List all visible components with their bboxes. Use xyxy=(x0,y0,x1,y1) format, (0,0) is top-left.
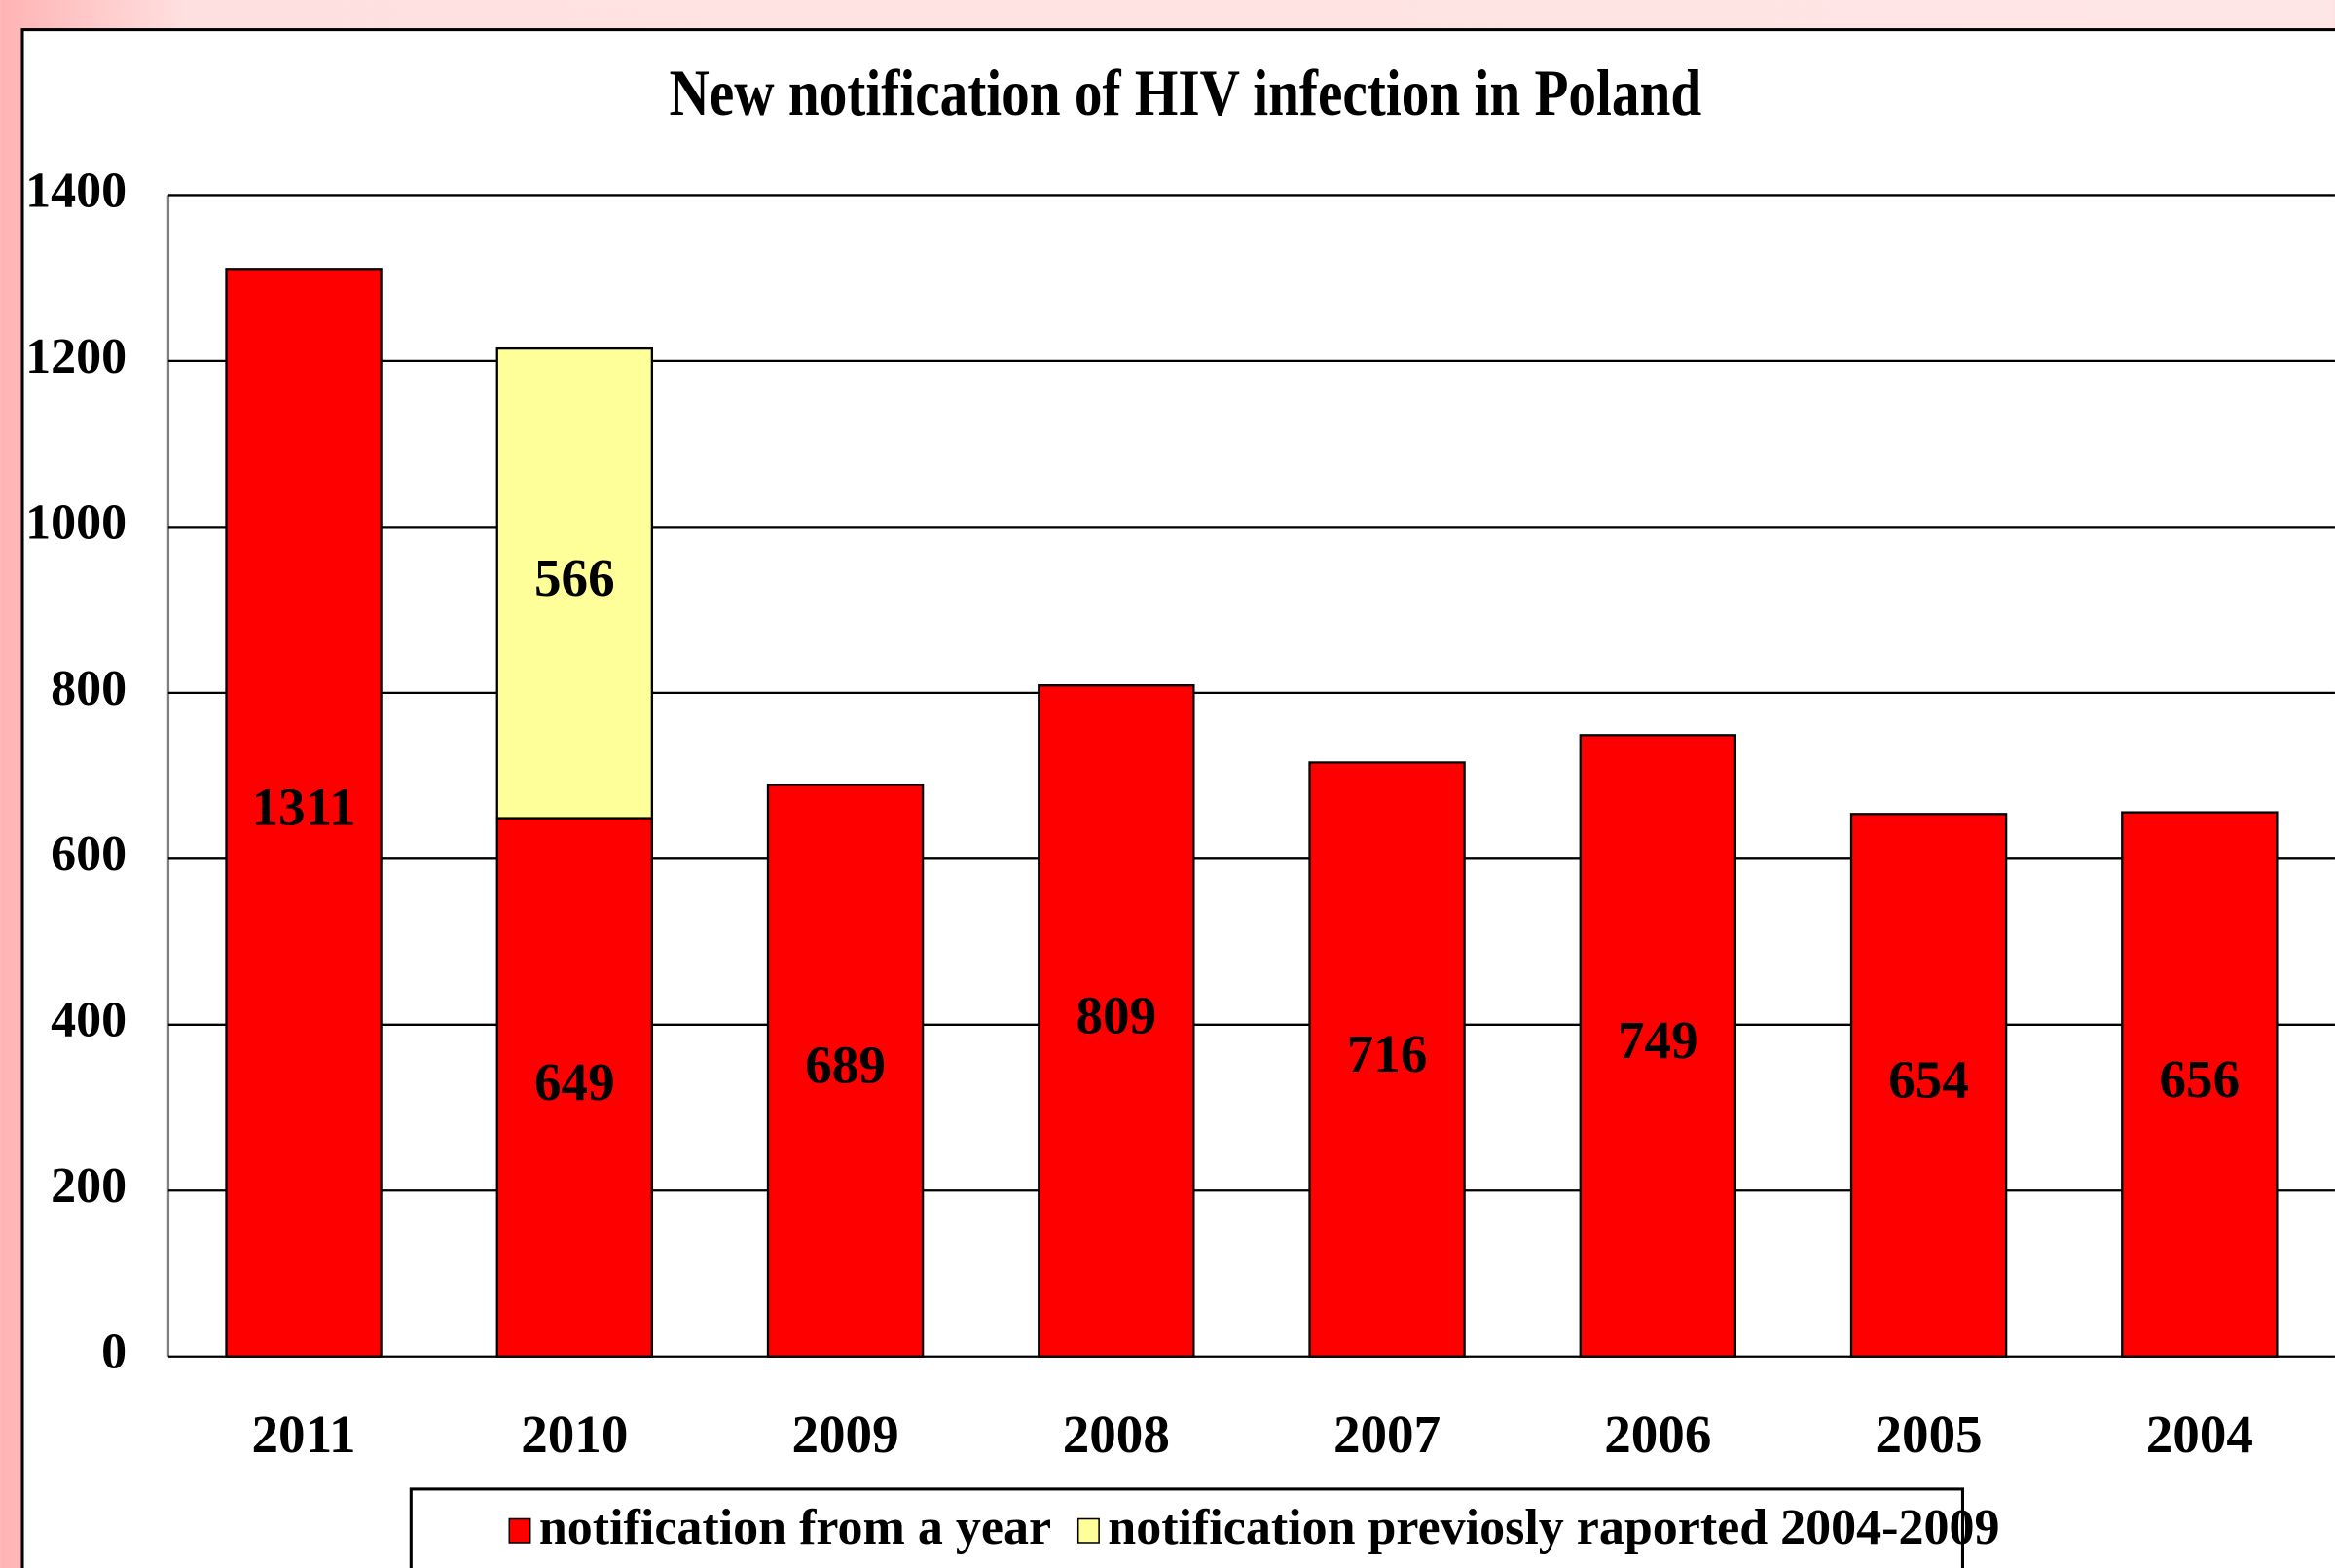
y-tick-label: 600 xyxy=(51,826,127,882)
bar xyxy=(495,817,654,1358)
y-tick-label: 800 xyxy=(51,661,127,716)
data-label: 656 xyxy=(2160,1049,2241,1109)
legend-swatch xyxy=(1076,1517,1100,1544)
bar xyxy=(225,268,383,1358)
x-tick-label: 2008 xyxy=(1063,1404,1170,1464)
data-label: 1311 xyxy=(252,778,356,837)
x-tick-label: 2007 xyxy=(1333,1404,1441,1464)
x-tick-label: 2005 xyxy=(1876,1404,1983,1464)
bar xyxy=(1308,761,1466,1358)
bar xyxy=(1038,684,1195,1358)
x-tick-label: 2006 xyxy=(1604,1404,1711,1464)
x-tick-label: 2009 xyxy=(791,1404,898,1464)
y-tick-label: 1000 xyxy=(25,494,127,550)
legend xyxy=(409,1487,1965,1568)
bar xyxy=(1849,813,2008,1358)
chart-title: New notification of HIV infection in Pol… xyxy=(670,56,1702,129)
legend-label: notification previosly raported 2004-200… xyxy=(1108,1500,1999,1555)
x-tick-label: 2010 xyxy=(521,1404,628,1464)
data-label: 749 xyxy=(1618,1010,1698,1070)
data-label: 809 xyxy=(1076,986,1157,1045)
bar xyxy=(1579,734,1737,1358)
data-label: 649 xyxy=(534,1052,615,1112)
data-label: 654 xyxy=(1888,1050,1969,1110)
y-tick-label: 1200 xyxy=(25,329,127,384)
data-label: 566 xyxy=(534,548,615,607)
bar xyxy=(2121,811,2279,1358)
legend-swatch xyxy=(508,1517,531,1544)
bar xyxy=(766,784,925,1358)
y-tick-label: 200 xyxy=(51,1158,127,1214)
y-tick-label: 400 xyxy=(51,993,127,1048)
bar xyxy=(495,346,654,820)
data-label: 716 xyxy=(1347,1024,1428,1083)
x-tick-label: 2011 xyxy=(252,1404,356,1464)
x-tick-label: 2004 xyxy=(2146,1404,2253,1464)
data-label: 689 xyxy=(805,1036,886,1095)
y-tick-label: 1400 xyxy=(25,163,127,218)
legend-label: notification from a year xyxy=(539,1500,1051,1555)
y-tick-label: 0 xyxy=(101,1325,127,1380)
